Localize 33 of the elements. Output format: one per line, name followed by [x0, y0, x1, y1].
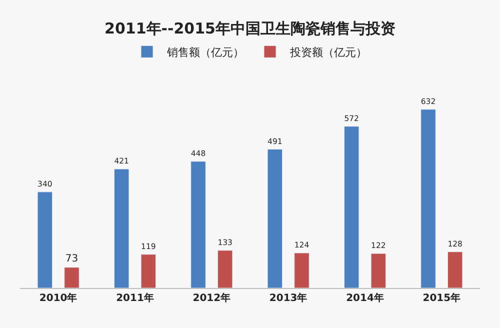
data-label: 421 [114, 156, 130, 166]
data-label: 128 [448, 240, 463, 249]
x-tick-label: 2015年 [422, 292, 461, 304]
bar [190, 161, 206, 288]
data-label: 632 [420, 97, 436, 106]
data-label: 73 [65, 253, 78, 264]
x-tick-label: 2012年 [192, 292, 231, 304]
data-label: 448 [190, 149, 206, 158]
bar [217, 250, 233, 288]
bar [294, 252, 310, 288]
data-label: 133 [218, 238, 233, 248]
bar [420, 109, 436, 288]
legend-label: 销售额（亿元） [166, 46, 244, 59]
bar [344, 126, 360, 288]
chart-title: 2011年--2015年中国卫生陶瓷销售与投资 [104, 19, 396, 38]
data-label: 122 [371, 241, 386, 250]
x-tick-label: 2013年 [269, 292, 308, 304]
bar [114, 168, 130, 288]
bar [447, 252, 463, 288]
bar [267, 149, 283, 288]
legend-label: 投资额（亿元） [289, 46, 367, 59]
bar [140, 254, 156, 288]
data-label: 119 [141, 242, 156, 252]
bar [64, 267, 80, 288]
x-tick-label: 2010年 [39, 292, 78, 304]
data-label: 340 [38, 180, 52, 189]
data-label: 572 [344, 114, 360, 124]
x-tick-label: 2014年 [346, 292, 384, 304]
data-label: 124 [294, 240, 310, 250]
bar [37, 192, 53, 288]
data-label: 491 [268, 136, 282, 146]
x-tick-label: 2011年 [116, 292, 154, 304]
bar [370, 253, 386, 288]
